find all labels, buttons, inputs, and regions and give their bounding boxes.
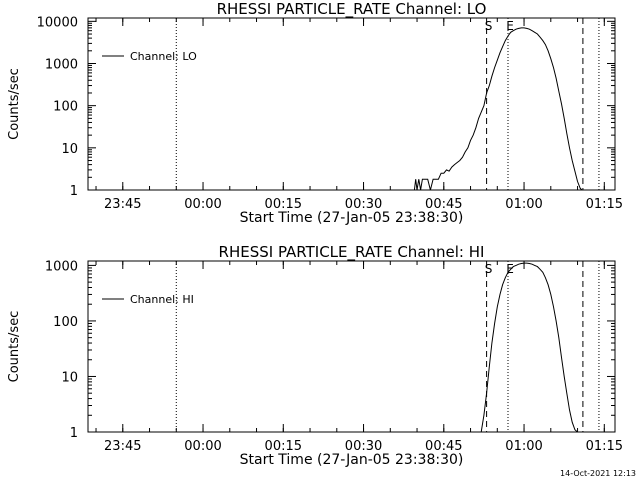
y-tick-label: 100 [53,100,78,115]
series-line [480,262,581,433]
chart-panel: RHESSI PARTICLE_RATE Channel: HI Start Ti… [7,243,623,468]
x-tick-label: 00:30 [345,197,382,212]
x-tick-label: 23:45 [104,197,141,212]
x-tick-label: 00:00 [184,197,221,212]
y-tick-label: 10 [61,142,78,157]
x-tick-label: 01:15 [586,439,623,454]
y-tick-label: 1000 [45,58,78,73]
plot-frame [87,260,616,433]
chart-panel: RHESSI PARTICLE_RATE Channel: LO Start Ti… [7,0,623,226]
legend-label: Channel: HI [130,293,194,306]
x-tick-label: 00:00 [184,439,221,454]
y-tick-label: 100 [53,315,78,330]
y-tick-label: 1000 [45,259,78,274]
x-tick-label: 00:45 [425,197,462,212]
x-axis-label: Start Time (27-Jan-05 23:38:30) [240,210,464,226]
plot-frame [87,17,616,191]
time-marker-label: S [485,262,493,276]
x-tick-label: 01:00 [505,439,542,454]
x-tick-label: 00:15 [265,197,302,212]
y-axis-label: Counts/sec [7,68,22,140]
legend-label: Channel: LO [130,50,197,63]
y-tick-label: 1 [70,184,78,199]
y-tick-label: 10000 [37,15,78,30]
chart-title: RHESSI PARTICLE_RATE Channel: HI [219,243,485,262]
y-tick-label: 10 [61,370,78,385]
x-tick-label: 00:45 [425,439,462,454]
y-axis-label: Counts/sec [7,311,22,383]
x-tick-label: 00:15 [265,439,302,454]
generation-timestamp: 14-Oct-2021 12:13 [560,469,636,478]
x-tick-label: 01:15 [586,197,623,212]
x-tick-label: 01:00 [505,197,542,212]
y-tick-label: 1 [70,426,78,441]
x-axis-label: Start Time (27-Jan-05 23:38:30) [240,452,464,468]
time-marker-label: S [485,19,493,33]
x-tick-label: 00:30 [345,439,382,454]
time-marker-label: E [506,262,514,276]
series-line [413,27,583,191]
x-tick-label: 23:45 [104,439,141,454]
chart-title: RHESSI PARTICLE_RATE Channel: LO [217,0,487,19]
time-marker-label: E [506,19,514,33]
